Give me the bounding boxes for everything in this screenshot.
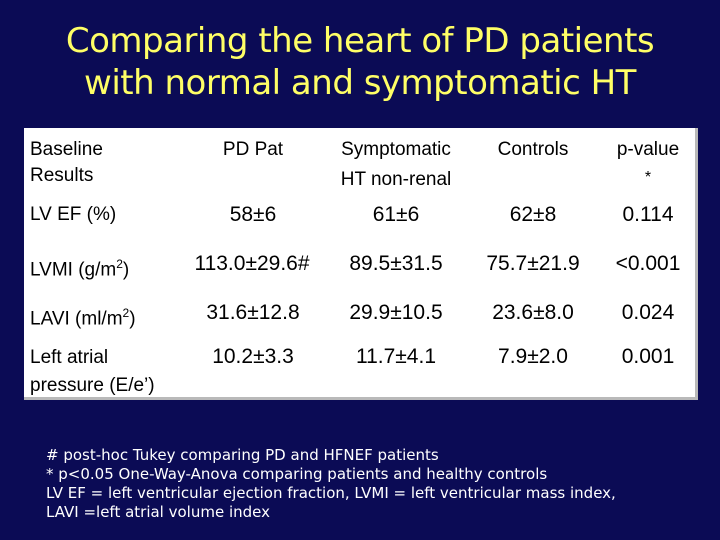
cell-lv-ef-symptomatic: 61±6 bbox=[372, 203, 420, 226]
slide-title: Comparing the heart of PD patients with … bbox=[0, 20, 720, 104]
cell-lavi-symptomatic: 29.9±10.5 bbox=[349, 301, 443, 324]
row-label-lv-ef: LV EF (%) bbox=[30, 204, 117, 225]
footnote-abbrev-1: LV EF = left ventricular ejection fracti… bbox=[46, 484, 616, 502]
row-label-lvmi: LVMI (g/m2) bbox=[30, 257, 130, 281]
cell-lap-controls: 7.9±2.0 bbox=[498, 345, 568, 368]
cell-lvmi-p: <0.001 bbox=[615, 252, 681, 275]
header-p-value: p-value * bbox=[616, 139, 680, 186]
header-baseline-results: Baseline Results bbox=[30, 139, 103, 186]
slide-title-line-2: with normal and symptomatic HT bbox=[84, 63, 636, 103]
footnotes: # post-hoc Tukey comparing PD and HFNEF … bbox=[46, 446, 706, 522]
footnote-anova: * p<0.05 One-Way-Anova comparing patient… bbox=[46, 465, 548, 483]
footnote-abbrev-2: LAVI =left atrial volume index bbox=[46, 503, 270, 521]
header-controls: Controls bbox=[497, 139, 569, 160]
slide-title-line-1: Comparing the heart of PD patients bbox=[65, 21, 655, 61]
cell-lv-ef-pd: 58±6 bbox=[229, 203, 277, 226]
cell-lvmi-controls: 75.7±21.9 bbox=[486, 252, 580, 275]
header-pd-pat: PD Pat bbox=[222, 139, 284, 160]
header-symptomatic: Symptomatic HT non-renal bbox=[340, 139, 452, 190]
cell-lv-ef-p: 0.114 bbox=[622, 203, 674, 226]
cell-lvmi-pd: 113.0±29.6# bbox=[194, 252, 310, 275]
cell-lvmi-symptomatic: 89.5±31.5 bbox=[349, 252, 443, 275]
cell-lap-pd: 10.2±3.3 bbox=[212, 345, 294, 368]
row-label-left-atrial-pressure: Left atrial pressure (E/e’) bbox=[30, 347, 155, 396]
row-label-lavi: LAVI (ml/m2) bbox=[30, 306, 136, 330]
footnote-tukey: # post-hoc Tukey comparing PD and HFNEF … bbox=[46, 446, 439, 464]
cell-lv-ef-controls: 62±8 bbox=[509, 203, 557, 226]
results-table: Baseline Results PD Pat Symptomatic HT n… bbox=[24, 128, 698, 400]
cell-lap-p: 0.001 bbox=[621, 345, 675, 368]
cell-lavi-p: 0.024 bbox=[621, 301, 675, 324]
cell-lavi-controls: 23.6±8.0 bbox=[492, 301, 574, 324]
cell-lap-symptomatic: 11.7±4.1 bbox=[355, 345, 437, 368]
cell-lavi-pd: 31.6±12.8 bbox=[206, 301, 300, 324]
